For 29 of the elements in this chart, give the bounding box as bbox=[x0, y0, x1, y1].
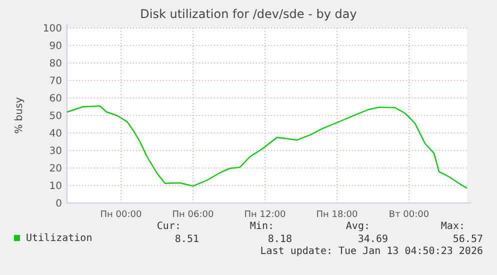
y-tick-label: 100 bbox=[42, 24, 62, 34]
line-series bbox=[66, 105, 468, 189]
text: 34.69 bbox=[358, 234, 388, 245]
text: Cur: bbox=[156, 221, 181, 232]
y-tick-label: 20 bbox=[49, 164, 62, 174]
y-axis-title: % busy bbox=[14, 97, 25, 134]
x-tick-label: Пн 12:00 bbox=[244, 210, 286, 220]
x-tick-label: Вт 00:00 bbox=[388, 210, 430, 220]
y-tick-label: 90 bbox=[49, 41, 62, 52]
chart-title: Disk utilization for /dev/sde - by day bbox=[140, 7, 357, 21]
y-tick-label: 40 bbox=[49, 128, 62, 140]
y-tick-label: 50 bbox=[49, 111, 62, 122]
text: Avg: bbox=[346, 221, 370, 232]
y-tick-label: 80 bbox=[49, 58, 62, 70]
text: 8.51 bbox=[174, 234, 199, 245]
x-tick-label: Пн 06:00 bbox=[172, 210, 214, 220]
x-tick-label: Пн 00:00 bbox=[100, 210, 142, 220]
text: Max: bbox=[440, 221, 465, 232]
y-tick-label: 0 bbox=[56, 198, 62, 210]
text: Min: bbox=[250, 221, 274, 232]
legend-label: Utilization bbox=[26, 233, 92, 244]
y-tick-label: 10 bbox=[49, 181, 62, 192]
y-tick-label: 60 bbox=[49, 94, 62, 104]
text: 56.57 bbox=[452, 234, 483, 245]
y-tick-label: 70 bbox=[49, 76, 62, 87]
x-tick-label: Пн 18:00 bbox=[316, 210, 358, 220]
text: Last update: Tue Jan 13 04:50:23 2026 bbox=[260, 246, 483, 257]
text: 8.18 bbox=[268, 234, 292, 245]
y-tick-label: 30 bbox=[49, 146, 62, 157]
